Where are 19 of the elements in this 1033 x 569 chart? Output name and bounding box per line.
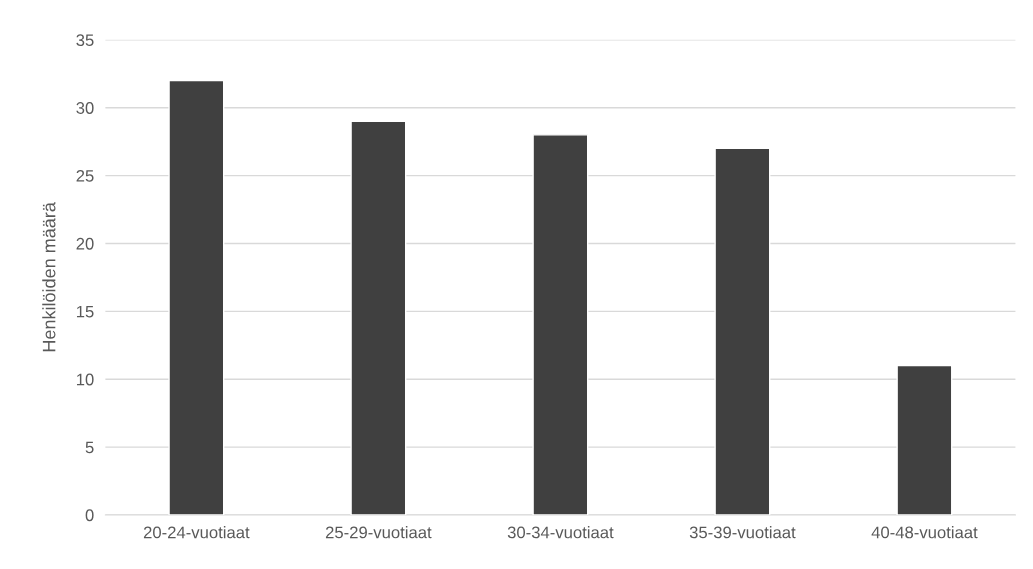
y-tick-label: 5 <box>85 441 94 454</box>
x-tick-label: 35-39-vuotiaat <box>689 526 796 539</box>
x-tick-label: 20-24-vuotiaat <box>143 526 250 539</box>
x-tick-label: 25-29-vuotiaat <box>325 526 432 539</box>
bar <box>532 134 589 515</box>
y-tick-label: 0 <box>85 509 94 522</box>
x-tick-label: 40-48-vuotiaat <box>871 526 978 539</box>
y-tick-label: 20 <box>76 237 94 250</box>
bar <box>714 147 771 515</box>
y-tick-label: 15 <box>76 305 94 318</box>
y-axis-title: Henkilöiden määrä <box>42 202 56 352</box>
bar <box>168 79 225 515</box>
bar <box>896 364 953 515</box>
x-tick-label: 30-34-vuotiaat <box>507 526 614 539</box>
y-tick-label: 35 <box>76 34 94 47</box>
y-tick-label: 30 <box>76 102 94 114</box>
bar <box>350 120 407 515</box>
y-tick-label: 25 <box>76 169 94 182</box>
y-tick-label: 10 <box>76 373 94 386</box>
